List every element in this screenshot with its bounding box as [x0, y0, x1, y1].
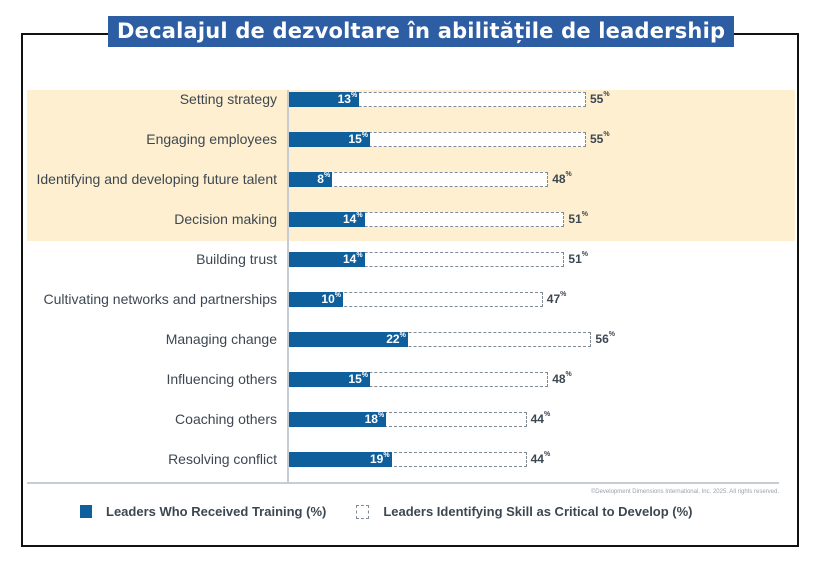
data-label-critical: 44%	[530, 411, 551, 426]
legend-label-training: Leaders Who Received Training (%)	[106, 504, 327, 519]
category-label: Influencing others	[166, 371, 277, 387]
category-label: Engaging employees	[146, 131, 277, 147]
category-label: Cultivating networks and partnerships	[43, 291, 277, 307]
data-label-training: 13%	[337, 92, 358, 106]
data-label-critical: 56%	[595, 331, 615, 346]
legend-swatch-critical	[356, 504, 370, 519]
category-label: Decision making	[174, 211, 277, 227]
data-label-critical: 51%	[568, 251, 588, 266]
data-label-critical: 44%	[530, 451, 551, 466]
data-label-training: 10%	[321, 292, 341, 306]
data-label-critical: 55%	[590, 91, 610, 106]
data-label-training: 14%	[343, 252, 363, 266]
bar-training: 19%	[289, 452, 392, 467]
legend-label-critical: Leaders Identifying Skill as Critical to…	[383, 504, 693, 519]
bar-training: 8%	[289, 172, 333, 187]
category-label: Building trust	[196, 251, 277, 267]
bar-training: 14%	[289, 212, 365, 227]
bar-training: 15%	[289, 372, 370, 387]
category-label: Resolving conflict	[168, 451, 277, 467]
category-label: Coaching others	[175, 411, 277, 427]
chart-title: Decalajul de dezvoltare în abilitățile d…	[108, 16, 735, 47]
data-label-training: 22%	[386, 332, 406, 346]
category-label: Setting strategy	[179, 91, 277, 107]
data-label-training: 15%	[348, 372, 368, 386]
legend-swatch-training	[80, 505, 92, 518]
bar-training: 10%	[289, 292, 343, 307]
bar-training: 13%	[289, 92, 360, 107]
bar-training: 22%	[289, 332, 408, 347]
data-label-training: 15%	[348, 132, 368, 146]
category-label: Managing change	[165, 331, 277, 347]
y-axis-line	[287, 90, 289, 483]
data-label-critical: 47%	[546, 291, 567, 306]
bar-training: 14%	[289, 252, 365, 267]
data-label-training: 14%	[343, 212, 363, 226]
bar-training: 15%	[289, 132, 370, 147]
data-label-training: 19%	[370, 452, 390, 466]
category-label: Identifying and developing future talent	[36, 171, 277, 187]
legend: Leaders Who Received Training (%) Leader…	[80, 504, 693, 519]
x-baseline	[27, 482, 779, 484]
data-label-training: 8%	[317, 172, 331, 186]
data-label-critical: 48%	[552, 171, 572, 186]
copyright-text: ©Development Dimensions International, I…	[590, 489, 779, 495]
data-label-critical: 51%	[568, 211, 588, 226]
data-label-critical: 55%	[590, 131, 610, 146]
data-label-training: 18%	[364, 412, 385, 426]
bar-training: 18%	[289, 412, 387, 427]
data-label-critical: 48%	[552, 371, 572, 386]
